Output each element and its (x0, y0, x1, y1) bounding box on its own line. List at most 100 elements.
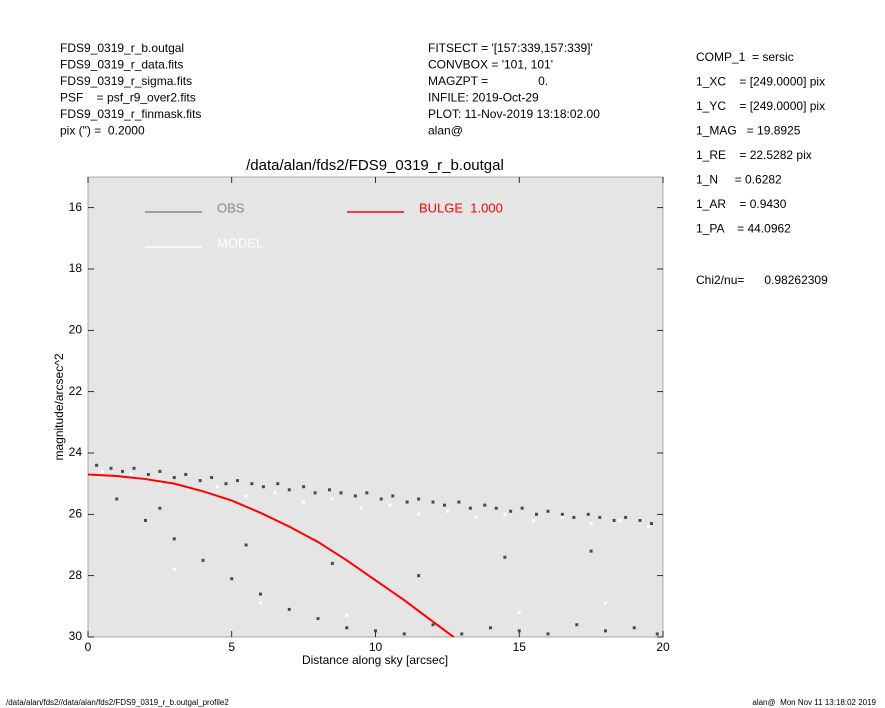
y-tick-label: 30 (69, 629, 83, 643)
point (132, 466, 136, 470)
point (259, 592, 262, 596)
point (647, 525, 651, 529)
point (532, 518, 536, 522)
y-tick-label: 20 (69, 323, 83, 337)
header-right: 1_XC = [249.0000] pix (696, 75, 825, 89)
point (313, 491, 317, 495)
point (359, 506, 363, 510)
header-right: COMP_1 = sersic (696, 50, 794, 64)
point (187, 488, 191, 492)
point (618, 518, 622, 522)
y-tick-label: 24 (69, 445, 83, 459)
point (250, 482, 254, 486)
point (345, 614, 349, 618)
point (287, 607, 291, 611)
header-right: 1_MAG = 19.8925 (696, 124, 801, 138)
point (402, 632, 406, 636)
point (158, 482, 162, 486)
point (172, 476, 176, 480)
point (379, 497, 383, 501)
x-axis-label: Distance along sky [arcsec] (302, 653, 448, 667)
point (650, 522, 653, 526)
point (483, 503, 487, 507)
point (115, 497, 119, 501)
point (546, 632, 550, 636)
x-tick-label: 0 (85, 640, 92, 654)
x-tick-label: 15 (513, 640, 527, 654)
point (276, 482, 280, 486)
header-left: PSF = psf_r9_over2.fits (60, 91, 196, 105)
point (417, 574, 421, 578)
point (431, 500, 435, 504)
point (503, 555, 507, 559)
header-middle: INFILE: 2019-Oct-29 (428, 91, 539, 105)
point (474, 515, 478, 519)
point (244, 543, 248, 547)
y-tick-label: 26 (69, 507, 83, 521)
point (259, 601, 262, 605)
footer-right: alan@ Mon Nov 11 13:18:02 2019 (752, 698, 876, 707)
header-right: 1_AR = 0.9430 (696, 197, 787, 211)
point (535, 512, 538, 516)
point (172, 537, 176, 541)
point (215, 485, 219, 489)
point (95, 463, 99, 467)
point (316, 617, 320, 621)
point (604, 629, 607, 633)
chi2: Chi2/nu= 0.98262309 (696, 273, 828, 287)
point (598, 515, 602, 519)
point (287, 488, 291, 492)
point (509, 509, 513, 513)
point (405, 500, 409, 504)
point (632, 626, 636, 630)
x-tick-label: 20 (656, 640, 670, 654)
point (158, 506, 162, 510)
point (345, 626, 349, 630)
x-tick-label: 10 (369, 640, 383, 654)
header-middle: CONVBOX = '101, 101' (428, 58, 553, 72)
point (586, 512, 590, 516)
point (146, 472, 150, 476)
header-middle: PLOT: 11-Nov-2019 13:18:02.00 (428, 107, 600, 121)
header-left: FDS9_0319_r_data.fits (60, 58, 183, 72)
header-middle: FITSECT = '[157:339,157:339]' (428, 41, 593, 55)
point (443, 503, 446, 507)
header-left: FDS9_0319_r_finmask.fits (60, 107, 201, 121)
point (417, 512, 421, 516)
header-right: 1_RE = 22.5282 pix (696, 148, 812, 162)
point (261, 485, 265, 489)
point (109, 466, 113, 470)
header-middle: MAGZPT = 0. (428, 74, 548, 88)
point (388, 503, 392, 507)
point (184, 472, 188, 476)
header-right: 1_N = 0.6282 (696, 173, 782, 187)
point (589, 549, 593, 553)
point (431, 623, 435, 627)
header-left: FDS9_0319_r_b.outgal (60, 41, 184, 55)
point (612, 518, 616, 522)
point (374, 629, 377, 633)
point (494, 506, 498, 510)
point (445, 509, 449, 513)
legend-label: OBS (217, 200, 245, 215)
header-middle: alan@ (428, 124, 463, 138)
point (604, 601, 607, 605)
footer-left: /data/alan/fds2//data/alan/fds2/FDS9_031… (6, 698, 229, 707)
y-tick-label: 16 (69, 200, 83, 214)
chart-title: /data/alan/fds2/FDS9_0319_r_b.outgal (246, 157, 504, 174)
header-left: FDS9_0319_r_sigma.fits (60, 74, 192, 88)
point (638, 518, 642, 522)
point (224, 482, 228, 486)
point (546, 509, 550, 513)
point (230, 577, 234, 581)
point (198, 479, 202, 483)
point (201, 558, 205, 562)
point (624, 515, 628, 519)
point (489, 626, 492, 630)
point (560, 515, 564, 519)
point (244, 494, 248, 498)
point (129, 472, 133, 476)
point (330, 497, 334, 501)
point (457, 500, 461, 504)
